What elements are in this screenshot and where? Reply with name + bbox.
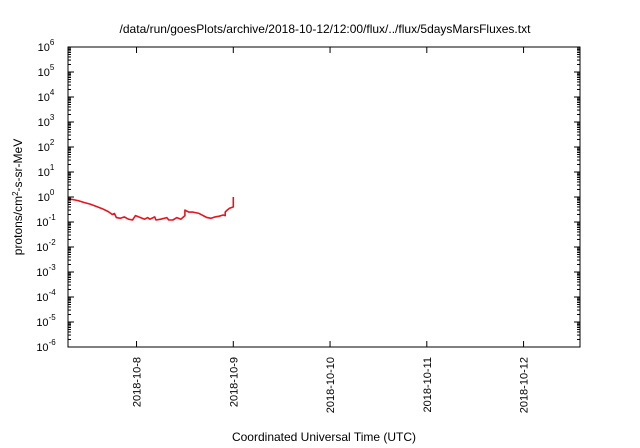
y-tick-label: 10-2: [36, 238, 56, 254]
x-tick-label: 2018-10-8: [132, 357, 144, 407]
x-tick-label: 2018-10-9: [228, 357, 240, 407]
series-line-0: [67, 197, 235, 221]
x-tick-label: 2018-10-11: [422, 357, 434, 412]
y-tick-label: 105: [38, 63, 55, 79]
y-tick-label: 104: [38, 88, 55, 104]
plot-frame: [67, 46, 581, 348]
y-tick-label: 10-1: [36, 213, 56, 229]
y-tick-label: 106: [38, 38, 55, 54]
y-tick-label: 103: [38, 113, 55, 129]
y-tick-label: 101: [38, 163, 55, 179]
chart-title: /data/run/goesPlots/archive/2018-10-12/1…: [120, 22, 532, 36]
y-tick-label: 102: [38, 138, 55, 154]
y-tick-label: 100: [38, 188, 55, 204]
plot-area: [67, 197, 235, 221]
y-tick-label: 10-5: [36, 313, 56, 329]
x-tick-label: 2018-10-10: [325, 357, 337, 413]
y-axis: 10-6 10-5 10-4 10-3 10-2 10-1 100 101 102 103 104 1…: [36, 38, 580, 354]
y-tick-label: 10-6: [36, 338, 56, 354]
x-axis: 2018-10-8 2018-10-9 2018-10-10 2018-10-11 20…: [132, 47, 531, 413]
x-axis-label: Coordinated Universal Time (UTC): [232, 430, 416, 444]
y-tick-label: 10-4: [36, 288, 56, 304]
y-tick-label: 10-3: [36, 263, 56, 279]
y-axis-label: protons/cm2-s-sr-MeV: [11, 139, 26, 255]
x-tick-label: 2018-10-12: [519, 357, 531, 413]
